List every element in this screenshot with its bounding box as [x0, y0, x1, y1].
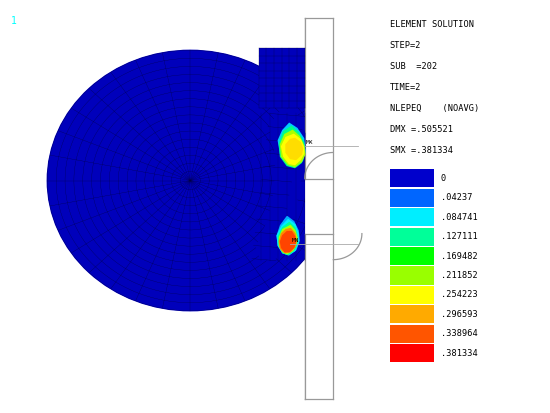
Bar [390, 208, 434, 226]
Text: ELEMENT SOLUTION: ELEMENT SOLUTION [390, 20, 474, 29]
Polygon shape [286, 138, 302, 159]
Text: .127111: .127111 [441, 232, 477, 241]
Text: MN: MN [292, 237, 299, 242]
Circle shape [47, 50, 333, 311]
Polygon shape [279, 126, 305, 168]
Bar [390, 169, 434, 188]
Polygon shape [280, 131, 305, 166]
Polygon shape [279, 229, 296, 253]
Text: .084741: .084741 [441, 213, 477, 222]
Text: SMX =.381334: SMX =.381334 [390, 146, 453, 155]
Text: .169482: .169482 [441, 252, 477, 261]
Polygon shape [256, 109, 305, 261]
Polygon shape [279, 225, 297, 254]
Text: DMX =.505521: DMX =.505521 [390, 125, 453, 134]
Bar [390, 228, 434, 246]
Bar [390, 305, 434, 323]
Text: .254223: .254223 [441, 290, 477, 299]
Text: 0: 0 [441, 174, 446, 183]
Polygon shape [280, 232, 296, 252]
Text: .296593: .296593 [441, 310, 477, 319]
Text: TIME=2: TIME=2 [390, 83, 421, 92]
Bar [390, 266, 434, 285]
Text: STEP=2: STEP=2 [390, 41, 421, 50]
Bar [390, 247, 434, 265]
Text: SUB  =202: SUB =202 [390, 62, 437, 71]
Text: .211852: .211852 [441, 271, 477, 280]
Bar [305, 8, 525, 409]
Polygon shape [278, 123, 305, 166]
Text: .338964: .338964 [441, 329, 477, 338]
Polygon shape [277, 216, 299, 255]
Bar [390, 325, 434, 343]
Text: MX: MX [306, 140, 313, 145]
Polygon shape [282, 135, 304, 164]
Bar [390, 344, 434, 362]
Text: .04237: .04237 [441, 193, 472, 202]
Polygon shape [278, 223, 297, 255]
Bar [390, 189, 434, 207]
Text: .381334: .381334 [441, 349, 477, 358]
Text: 1: 1 [11, 16, 17, 26]
Bar [258, 48, 305, 109]
Bar [390, 286, 434, 304]
Polygon shape [277, 220, 298, 255]
Text: NLEPEQ    (NOAVG): NLEPEQ (NOAVG) [390, 104, 479, 113]
